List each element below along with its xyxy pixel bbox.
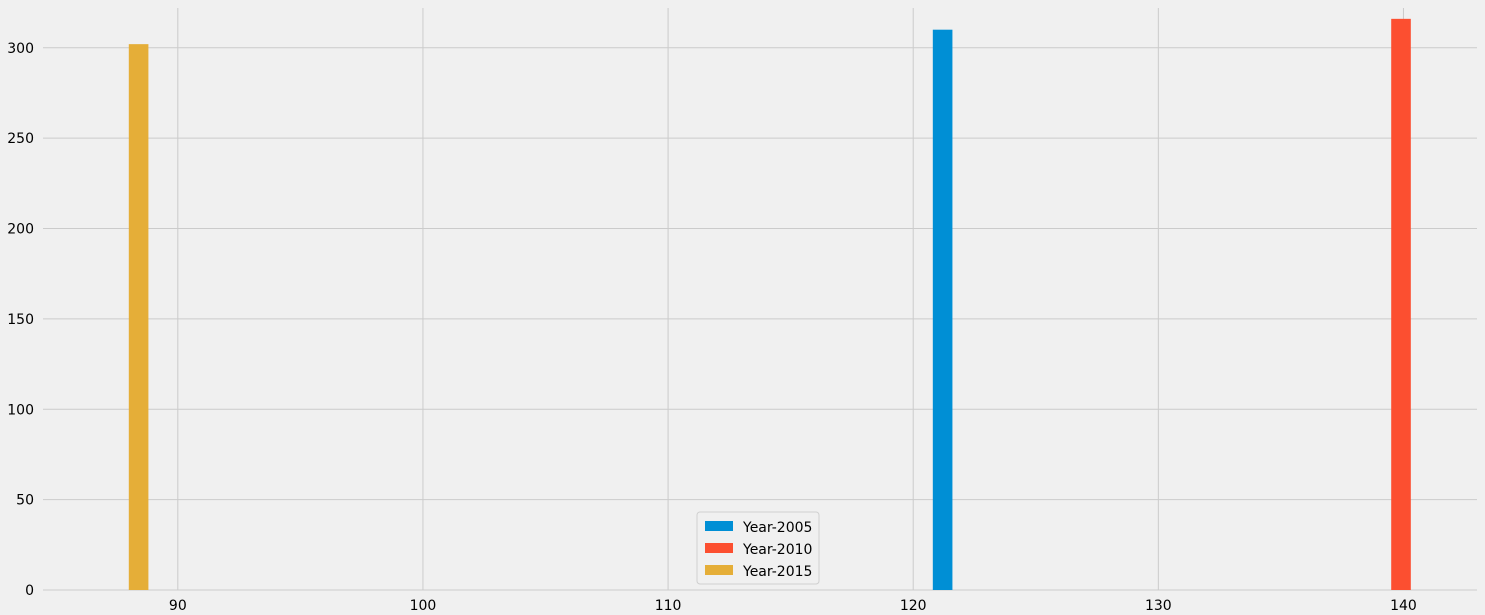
x-tick-label: 120 <box>900 598 927 614</box>
x-tick-label: 90 <box>169 598 187 614</box>
y-tick-label: 100 <box>7 402 34 418</box>
bar-year-2005 <box>932 29 953 590</box>
legend-label-1: Year-2010 <box>742 542 812 558</box>
y-tick-label: 0 <box>25 583 34 599</box>
x-tick-label: 100 <box>410 598 437 614</box>
y-tick-label: 50 <box>16 493 34 509</box>
x-tick-label: 130 <box>1145 598 1172 614</box>
y-gridlines <box>43 47 1477 591</box>
bar-year-2010 <box>1391 18 1411 590</box>
legend-swatch-2 <box>705 565 733 575</box>
y-tick-label: 200 <box>7 222 34 238</box>
x-tick-labels: 90 100 110 120 130 140 <box>169 598 1417 614</box>
y-tick-label: 250 <box>7 131 34 147</box>
x-tick-label: 140 <box>1390 598 1417 614</box>
y-tick-labels: 0 50 100 150 200 250 300 <box>7 41 34 599</box>
bars <box>128 18 1411 591</box>
legend: Year-2005 Year-2010 Year-2015 <box>696 511 820 585</box>
bar-year-2015 <box>128 44 149 591</box>
x-tick-label: 110 <box>655 598 682 614</box>
legend-label-0: Year-2005 <box>742 520 812 536</box>
y-tick-label: 300 <box>7 41 34 57</box>
legend-swatch-0 <box>705 521 733 531</box>
y-tick-label: 150 <box>7 312 34 328</box>
legend-label-2: Year-2015 <box>742 564 812 580</box>
legend-swatch-1 <box>705 543 733 553</box>
